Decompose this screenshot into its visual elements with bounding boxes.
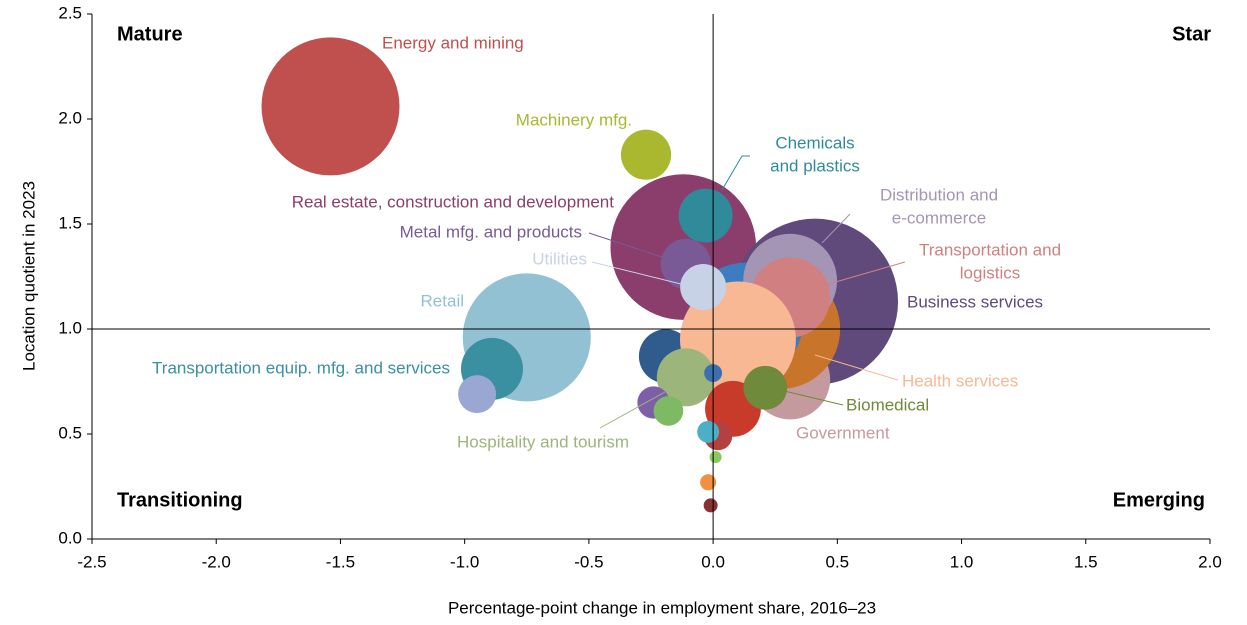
bubble bbox=[703, 498, 718, 513]
bubble bbox=[653, 396, 684, 426]
y-tick-label: 0.5 bbox=[58, 423, 82, 442]
x-axis-title: Percentage-point change in employment sh… bbox=[448, 598, 876, 617]
x-tick-label: 1.0 bbox=[950, 552, 974, 571]
leader-line bbox=[588, 232, 666, 259]
bubble bbox=[656, 348, 715, 407]
x-tick-label: 1.5 bbox=[1074, 552, 1098, 571]
bubble bbox=[697, 420, 720, 443]
bubble-label: Business services bbox=[907, 292, 1043, 311]
y-axis-title: Location quotient in 2023 bbox=[19, 181, 38, 371]
bubble bbox=[709, 451, 722, 464]
bubble-label: Biomedical bbox=[846, 395, 929, 414]
y-tick-label: 2.0 bbox=[58, 108, 82, 127]
bubble-label: Energy and mining bbox=[382, 33, 524, 52]
bubble-label: Machinery mfg. bbox=[516, 110, 632, 129]
leader-line bbox=[721, 155, 750, 191]
bubble-label: Transportation equip. mfg. and services bbox=[152, 358, 450, 377]
bubble-label: Chemicals bbox=[775, 133, 854, 152]
y-tick-label: 0.0 bbox=[58, 528, 82, 547]
x-tick-label: -2.5 bbox=[77, 552, 106, 571]
leader-line bbox=[591, 261, 694, 288]
leader-line bbox=[599, 391, 666, 429]
bubble-label: Distribution and bbox=[880, 185, 998, 204]
x-tick-label: 2.0 bbox=[1198, 552, 1222, 571]
x-tick-label: -0.5 bbox=[574, 552, 603, 571]
bubble bbox=[620, 129, 672, 180]
quadrant-label: Emerging bbox=[1113, 489, 1205, 511]
y-tick-label: 1.0 bbox=[58, 318, 82, 337]
x-tick-label: 0.5 bbox=[826, 552, 850, 571]
bubble-label: e-commerce bbox=[892, 208, 986, 227]
leader-line bbox=[814, 354, 899, 381]
bubble bbox=[678, 188, 733, 243]
bubble-label: and plastics bbox=[770, 156, 860, 175]
x-tick-label: -1.5 bbox=[326, 552, 355, 571]
bubble-label: Real estate, construction and developmen… bbox=[292, 192, 615, 211]
bubble-label: Government bbox=[796, 423, 890, 442]
bubble-label: Transportation and bbox=[919, 240, 1061, 259]
x-tick-label: -2.0 bbox=[202, 552, 231, 571]
quadrant-label: Mature bbox=[117, 23, 183, 45]
quadrant-label: Transitioning bbox=[117, 489, 243, 511]
bubble-label: Hospitality and tourism bbox=[457, 432, 629, 451]
bubble-label: Metal mfg. and products bbox=[400, 222, 582, 241]
quadrant-label: Star bbox=[1172, 23, 1211, 45]
bubble-label: Retail bbox=[421, 291, 464, 310]
bubble bbox=[700, 474, 717, 491]
x-tick-label: -1.0 bbox=[450, 552, 479, 571]
leader-line bbox=[824, 261, 906, 286]
leader-line bbox=[821, 213, 851, 244]
bubble bbox=[743, 365, 788, 410]
bubble bbox=[680, 263, 727, 311]
x-tick-label: 0.0 bbox=[701, 552, 725, 571]
bubble bbox=[261, 37, 400, 176]
leader-line bbox=[779, 389, 844, 406]
bubble-label: logistics bbox=[960, 263, 1020, 282]
bubble bbox=[458, 375, 497, 414]
y-tick-label: 1.5 bbox=[58, 213, 82, 232]
bubble-label: Utilities bbox=[532, 249, 587, 268]
bubble-label: Health services bbox=[902, 371, 1018, 390]
y-tick-label: 2.5 bbox=[58, 3, 82, 22]
